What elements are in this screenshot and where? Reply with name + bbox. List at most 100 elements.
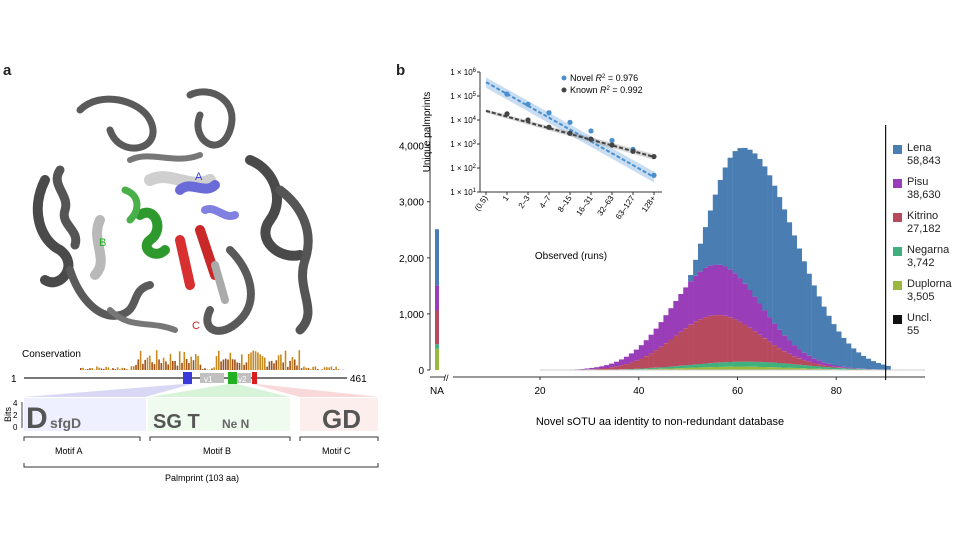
palmprint-label: Palmprint (103 aa) — [165, 473, 239, 483]
conservation-bar — [123, 368, 126, 370]
motif-a-marker — [183, 372, 192, 384]
legend-swatch — [893, 315, 902, 324]
histogram-bar-duplorna — [717, 366, 723, 370]
conservation-bar — [243, 364, 245, 370]
conservation-bar — [287, 366, 289, 370]
inset-y-tick-label: 1 × 105 — [450, 92, 476, 101]
conservation-bar — [119, 369, 121, 370]
conservation-bar — [188, 363, 190, 370]
histogram-bar-kitrino — [806, 361, 812, 366]
histogram-bar-negarna — [811, 366, 817, 369]
histogram-bar-negarna — [752, 361, 758, 367]
histogram-bar-lena — [732, 151, 738, 274]
palmprint-bracket — [23, 463, 379, 468]
conservation-label: Conservation — [22, 349, 81, 360]
conservation-bar — [213, 367, 215, 370]
histogram-bar-negarna — [633, 368, 639, 370]
histogram-bar-lena — [712, 194, 718, 265]
motif-b-logo-small: Ne N — [222, 417, 249, 431]
histogram-bar-lena — [811, 285, 817, 359]
conservation-bar — [224, 358, 227, 370]
histogram-bar-negarna — [663, 367, 669, 369]
histogram-bar-kitrino — [594, 368, 600, 370]
legend-series-name: Pisu — [907, 176, 929, 188]
histogram-bar-kitrino — [722, 315, 728, 363]
legend-swatch — [893, 145, 902, 154]
v2-region — [237, 373, 251, 383]
structure-label-b: B — [99, 237, 106, 249]
conservation-bar — [121, 367, 123, 370]
conservation-bar — [172, 361, 174, 370]
histogram-bar-pisu — [796, 349, 802, 359]
novel-point — [567, 119, 573, 125]
conservation-bar — [330, 366, 333, 370]
histogram-bar-duplorna — [712, 366, 718, 370]
histogram-bar-pisu — [786, 340, 793, 354]
known-point — [525, 117, 531, 123]
conservation-bar — [174, 361, 176, 370]
conservation-bar — [178, 351, 181, 370]
histogram-bar-lena — [777, 197, 783, 330]
conservation-bar — [82, 367, 84, 370]
motif-c-label: Motif C — [322, 446, 351, 456]
histogram-bar-kitrino — [816, 364, 822, 367]
histogram-bar-negarna — [851, 368, 857, 370]
known-point — [567, 130, 573, 136]
histogram-bar-lena — [806, 273, 812, 356]
inset-y-tick-label: 1 × 103 — [450, 140, 476, 149]
conservation-bar — [222, 359, 225, 370]
y-tick-label: 0 — [418, 366, 424, 377]
conservation-bar — [197, 355, 199, 370]
histogram-bar-pisu — [693, 275, 699, 322]
histogram-bar-pisu — [747, 289, 753, 328]
conservation-bar — [139, 350, 142, 370]
histogram-bar-kitrino — [757, 334, 763, 362]
histogram-bar-negarna — [860, 369, 867, 370]
conservation-bar — [192, 360, 195, 370]
histogram-bar-negarna — [777, 363, 783, 368]
conservation-bar — [229, 352, 232, 370]
histogram-bar-negarna — [747, 361, 753, 367]
novel-fit-line — [485, 81, 655, 178]
histogram-bar-negarna — [722, 362, 728, 367]
histogram-bar-kitrino — [826, 366, 832, 368]
histogram-bar-duplorna — [781, 367, 788, 370]
histogram-bar-duplorna — [816, 368, 822, 370]
histogram-bar-duplorna — [806, 368, 812, 370]
histogram-bar-lena — [801, 261, 807, 353]
conservation-bar — [227, 359, 229, 370]
known-point — [609, 142, 615, 148]
conservation-bar — [310, 369, 312, 370]
histogram-bar-pisu — [742, 283, 748, 325]
inset-x-tick-label: 128+ — [640, 194, 658, 214]
histogram-bar-negarna — [742, 361, 748, 367]
conservation-bar — [316, 368, 319, 370]
histogram-bar-duplorna — [668, 368, 674, 370]
inset-legend-marker — [561, 87, 567, 93]
conservation-bar — [199, 364, 202, 370]
histogram-bar-negarna — [786, 363, 793, 368]
conservation-bar — [247, 354, 250, 370]
legend-swatch — [893, 281, 902, 290]
histogram-bar-duplorna — [796, 368, 802, 370]
conservation-track — [80, 350, 347, 370]
legend-series-count: 58,843 — [907, 155, 941, 167]
histogram-bar-duplorna — [688, 367, 694, 370]
histogram-bar-pisu — [609, 363, 615, 368]
histogram-bar-pisu — [757, 303, 763, 335]
histogram-bar-negarna — [846, 368, 852, 370]
histogram-bar-negarna — [841, 368, 847, 370]
histogram-bar-duplorna — [663, 368, 669, 370]
conservation-bar — [277, 355, 280, 370]
histogram-bar-duplorna — [658, 368, 664, 370]
histogram-bar-kitrino — [663, 343, 669, 367]
conservation-bar — [116, 367, 119, 370]
histogram-bar-pisu — [732, 273, 738, 320]
histogram-bar-lena — [880, 364, 886, 370]
motif-b-logo-bg — [148, 398, 290, 431]
histogram-bar-duplorna — [678, 368, 684, 370]
histogram-bar-lena — [841, 337, 847, 367]
legend-label: Negarna 3,742 — [907, 244, 949, 270]
inset-legend-marker — [561, 75, 567, 81]
conservation-bar — [155, 350, 158, 370]
